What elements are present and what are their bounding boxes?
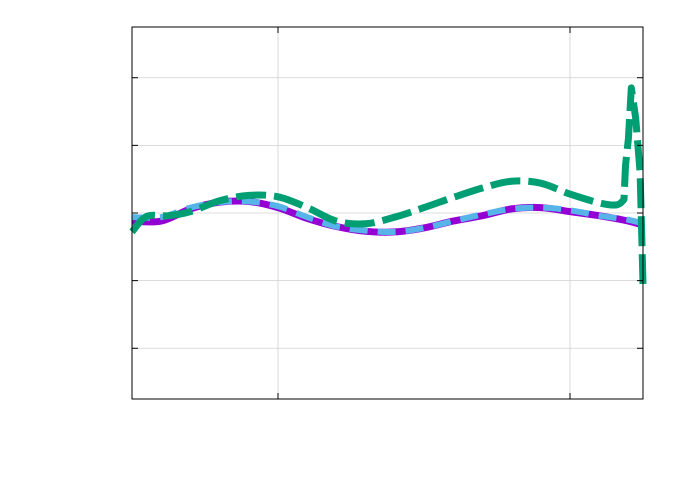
grid-lines [132,27,643,399]
axis-ticks [132,27,643,399]
series-layer [129,84,647,285]
series-line-2 [129,84,647,285]
